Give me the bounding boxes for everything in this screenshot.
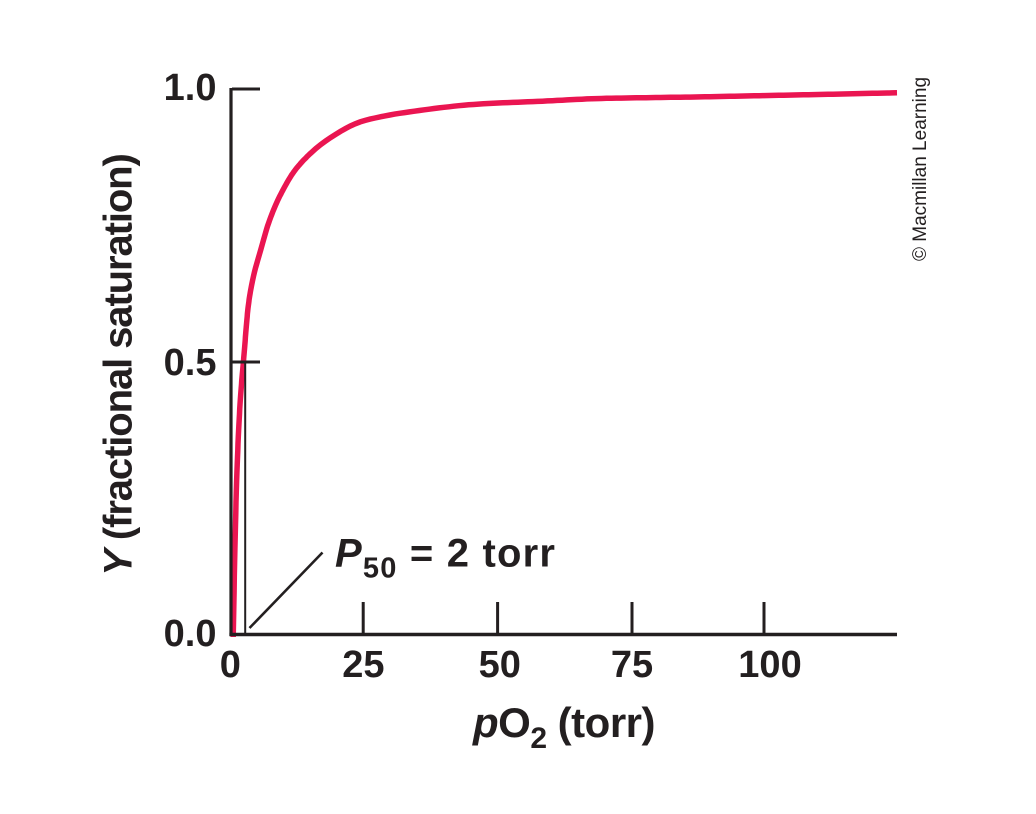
svg-text:P50 = 2 torr: P50 = 2 torr	[335, 532, 556, 585]
svg-text:25: 25	[342, 644, 384, 686]
svg-text:0: 0	[220, 644, 241, 686]
svg-text:100: 100	[738, 644, 801, 686]
svg-text:1.0: 1.0	[164, 67, 217, 109]
svg-text:50: 50	[479, 644, 521, 686]
svg-text:0.0: 0.0	[164, 613, 217, 655]
svg-text:Y (fractional saturation): Y (fractional saturation)	[97, 154, 141, 575]
svg-text:pO2 (torr): pO2 (torr)	[472, 699, 655, 755]
svg-text:0.5: 0.5	[164, 342, 217, 384]
svg-text:© Macmillan Learning: © Macmillan Learning	[910, 77, 931, 261]
svg-text:75: 75	[611, 644, 653, 686]
